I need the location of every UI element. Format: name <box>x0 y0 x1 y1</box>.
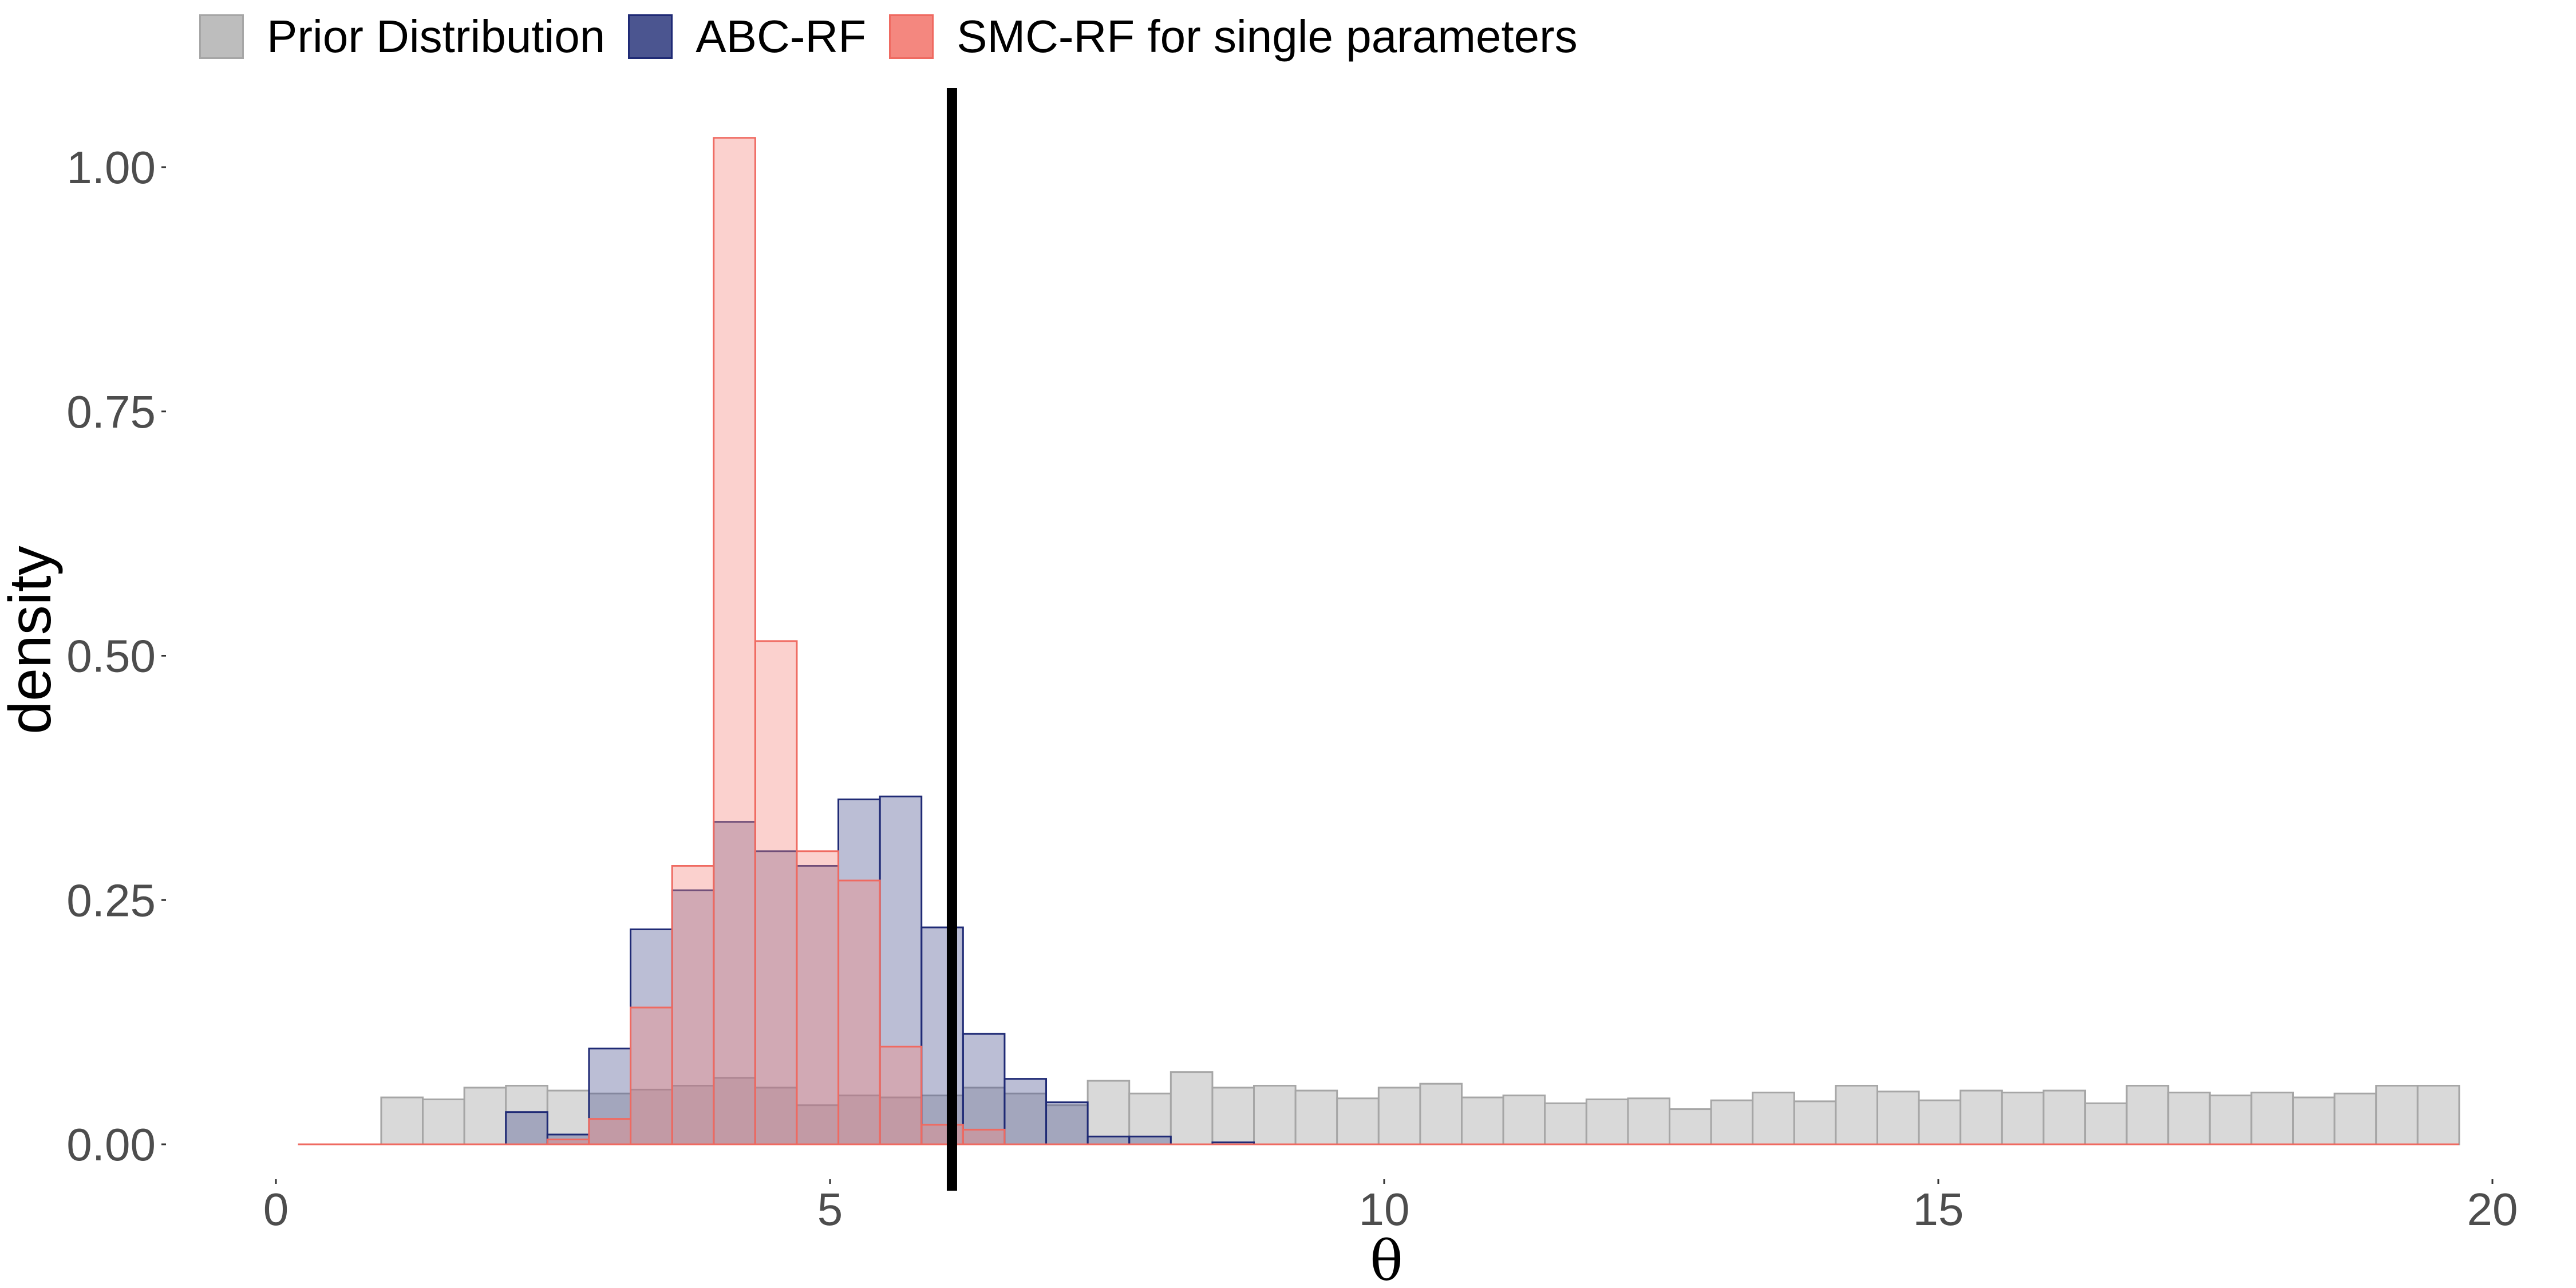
prior-bar <box>1086 1080 1131 1145</box>
prior-bar <box>2208 1095 2253 1145</box>
legend-label-prior: Prior Distribution <box>267 11 606 62</box>
prior-bar <box>1502 1095 1546 1145</box>
prior-bar <box>2333 1092 2377 1145</box>
legend-item-prior: Prior Distribution <box>199 10 605 63</box>
prior-bar <box>1544 1102 1587 1145</box>
legend-key-smc-rf <box>889 14 934 59</box>
y-tick-label: 1.00 <box>66 142 156 193</box>
prior-bar <box>2084 1102 2128 1145</box>
abc-rf-bar <box>837 798 881 1145</box>
prior-bar <box>1170 1071 1214 1145</box>
prior-bar <box>1669 1108 1712 1145</box>
x-axis: 0 5 10 15 20 <box>263 1179 2518 1235</box>
prior-bar <box>1336 1097 1380 1145</box>
prior-bar <box>2416 1085 2460 1145</box>
prior-bar <box>422 1098 465 1145</box>
x-axis-label: θ <box>1370 1229 1403 1288</box>
y-axis-label: density <box>0 546 64 734</box>
smc-rf-bar <box>796 850 840 1145</box>
prior-bar <box>1253 1085 1297 1145</box>
prior-bar <box>505 1085 548 1145</box>
prior-bar <box>1377 1086 1421 1145</box>
prior-bar <box>1294 1089 1338 1145</box>
legend-item-smc-rf: SMC-RF for single parameters <box>889 10 1578 63</box>
prior-bar <box>2125 1085 2170 1145</box>
prior-bar <box>1419 1082 1463 1145</box>
x-tick-label: 5 <box>817 1184 843 1235</box>
smc-rf-bar <box>879 1045 923 1145</box>
prior-bar <box>962 1086 1006 1145</box>
prior-bar <box>2375 1085 2419 1145</box>
smc-rf-bar <box>754 640 798 1145</box>
abc-rf-bar <box>505 1111 548 1145</box>
abc-rf-bar <box>1045 1101 1089 1145</box>
prior-bar <box>1752 1092 1795 1145</box>
abc-rf-bar <box>1003 1078 1048 1145</box>
abc-rf-bar <box>588 1048 632 1145</box>
prior-bar <box>2292 1096 2336 1145</box>
legend-key-abc-rf <box>628 14 673 59</box>
y-axis: 0.00 0.25 0.50 0.75 1.00 <box>66 142 166 1170</box>
smc-rf-bar <box>713 137 756 1145</box>
smc-rf-bars <box>546 137 1006 1145</box>
abc-rf-bar <box>754 850 798 1145</box>
prior-bar <box>2167 1092 2211 1145</box>
abc-rf-bar <box>962 1033 1006 1145</box>
prior-bar <box>1585 1098 1629 1145</box>
prior-bar <box>1627 1097 1671 1145</box>
smc-rf-bar <box>630 1006 673 1145</box>
x-tick-label: 15 <box>1913 1184 1964 1235</box>
abc-rf-bar <box>713 821 756 1145</box>
prior-bar <box>1211 1086 1255 1145</box>
abc-rf-bar <box>1128 1135 1172 1145</box>
prior-bar <box>2042 1089 2087 1145</box>
prior-bar <box>1793 1100 1837 1145</box>
y-tick-label: 0.75 <box>66 386 156 437</box>
smc-rf-bar <box>588 1118 632 1145</box>
x-tick-label: 10 <box>1359 1184 1410 1235</box>
prior-bar <box>1876 1091 1920 1145</box>
prior-bar <box>1959 1089 2003 1145</box>
legend-label-smc-rf: SMC-RF for single parameters <box>957 11 1578 62</box>
smc-rf-bar <box>962 1128 1006 1145</box>
legend: Prior Distribution ABC-RF SMC-RF for sin… <box>199 8 1601 65</box>
x-tick-label: 0 <box>263 1184 289 1235</box>
y-tick-label: 0.00 <box>66 1119 156 1170</box>
prior-bar <box>2250 1092 2294 1145</box>
prior-bar <box>463 1086 507 1145</box>
abc-rf-bar <box>796 865 840 1145</box>
legend-key-prior <box>199 14 244 59</box>
smc-rf-bar <box>837 879 881 1145</box>
legend-label-abc-rf: ABC-RF <box>696 11 867 62</box>
y-tick-label: 0.25 <box>66 875 156 926</box>
y-tick-label: 0.50 <box>66 631 156 682</box>
prior-bar <box>380 1096 424 1145</box>
prior-bar <box>2001 1092 2045 1145</box>
abc-rf-bar <box>671 889 715 1145</box>
prior-bar <box>1710 1099 1754 1145</box>
prior-bar <box>1918 1099 1962 1145</box>
abc-rf-bar <box>1086 1135 1131 1145</box>
legend-item-abc-rf: ABC-RF <box>628 10 866 63</box>
smc-rf-bar <box>671 865 715 1145</box>
prior-bar <box>1461 1096 1504 1145</box>
x-tick-label: 20 <box>2467 1184 2518 1235</box>
abc-rf-bars <box>505 795 1255 1145</box>
prior-bar <box>1835 1085 1879 1145</box>
